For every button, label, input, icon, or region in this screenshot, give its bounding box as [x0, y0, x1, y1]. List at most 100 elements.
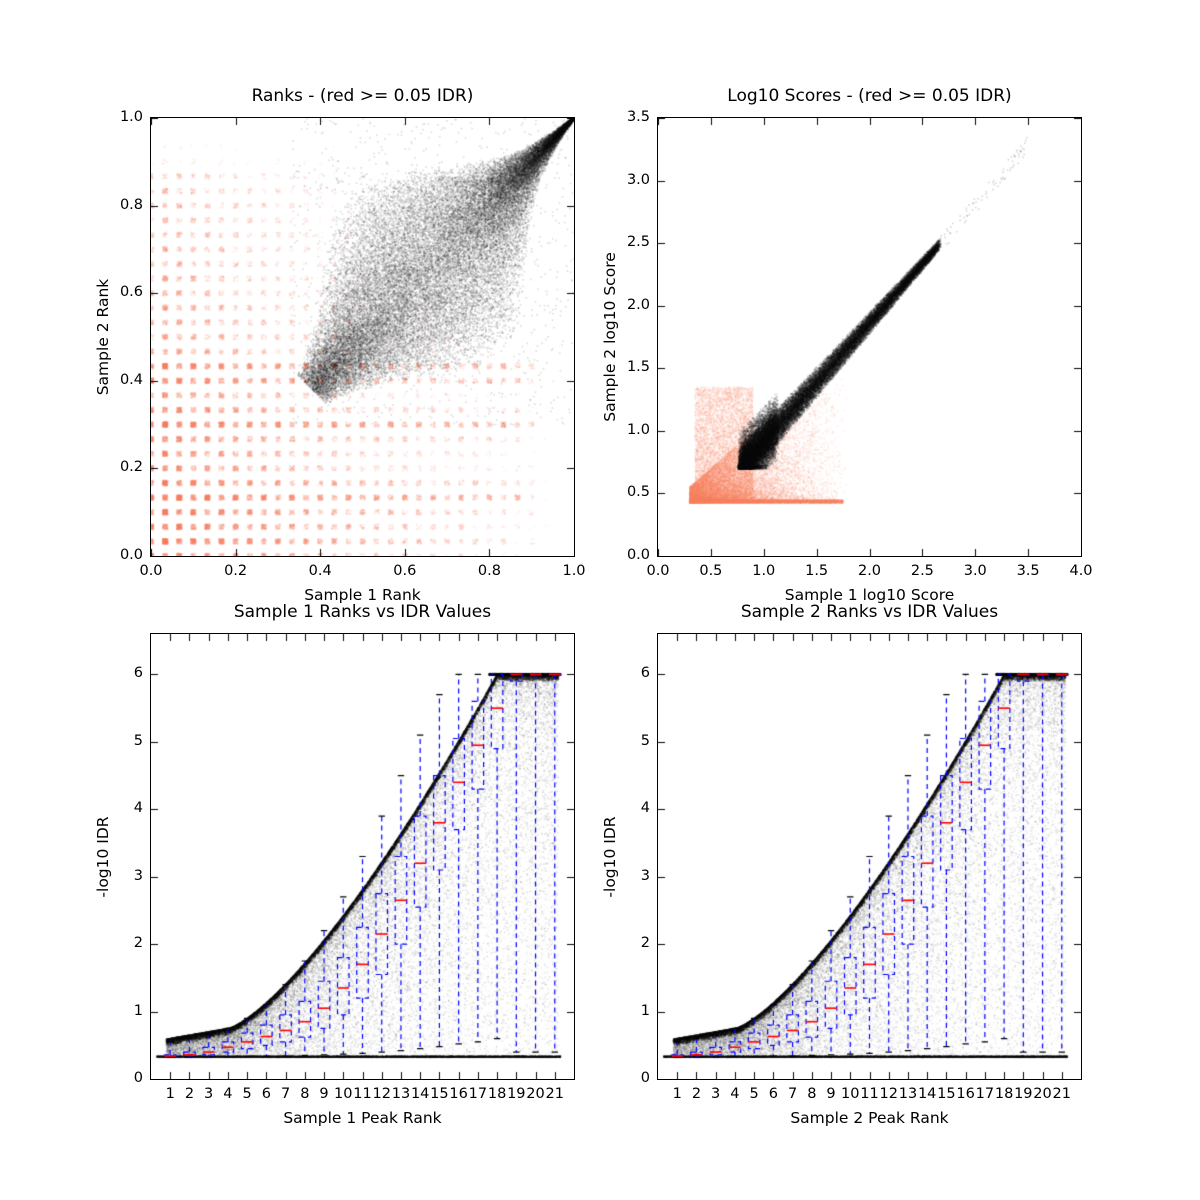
x-tick-label: 0.5 [699, 563, 723, 579]
x-tick-label: 12 [372, 1086, 391, 1102]
x-tick-label: 1 [165, 1086, 175, 1102]
x-tick-label: 0.4 [308, 563, 332, 579]
x-tick-label: 13 [391, 1086, 411, 1102]
x-tick-label: 16 [956, 1086, 975, 1102]
y-tick-label: 0.4 [119, 371, 143, 388]
x-tick-label: 2 [691, 1086, 702, 1102]
x-tick-label: 4.0 [1069, 563, 1093, 579]
plot-area-ranks: Ranks - (red >= 0.05 IDR) Sample 2 Rank … [94, 86, 586, 604]
y-tick-label: 0.5 [626, 484, 650, 501]
chart-title: Sample 2 Ranks vs IDR Values [740, 602, 999, 622]
x-tick-label: 9 [826, 1086, 836, 1102]
plot-area-sample2-idr: Sample 2 Ranks vs IDR Values -log10 IDR … [601, 602, 1082, 1127]
x-tick-label: 1.0 [562, 563, 586, 579]
x-axis-label: Sample 2 Peak Rank [790, 1109, 949, 1127]
scatter-canvas-sample2-idr [658, 634, 1081, 1079]
y-tick-label: 1.0 [626, 421, 650, 438]
y-tick-label: 3.0 [626, 171, 650, 188]
chart-title: Log10 Scores - (red >= 0.05 IDR) [727, 86, 1012, 106]
y-tick-label: 2 [640, 935, 650, 952]
scatter-canvas-ranks [151, 118, 574, 556]
x-tick-label: 19 [507, 1086, 526, 1102]
x-tick-label: 7 [787, 1086, 798, 1102]
x-tick-label: 11 [353, 1086, 372, 1102]
y-tick-label: 0 [133, 1070, 143, 1086]
x-tick-label: 20 [1033, 1086, 1052, 1102]
x-tick-label: 7 [280, 1086, 291, 1102]
x-tick-label: 1.0 [752, 563, 776, 579]
x-tick-label: 0.0 [139, 563, 163, 579]
x-tick-label: 17 [468, 1086, 488, 1102]
y-tick-label: 1 [133, 1002, 143, 1019]
y-tick-label: 0.0 [119, 547, 143, 563]
x-tick-label: 3.5 [1016, 563, 1040, 579]
y-tick-label: 0 [640, 1070, 650, 1086]
x-axis-label: Sample 1 log10 Score [784, 586, 955, 604]
plot-area-sample1-idr: Sample 1 Ranks vs IDR Values -log10 IDR … [94, 602, 575, 1127]
y-tick-label: 0.8 [119, 196, 143, 213]
y-tick-label: 0.2 [119, 459, 143, 476]
y-tick-label: 3 [640, 867, 650, 884]
y-tick-label: 4 [133, 800, 143, 817]
scatter-canvas-log10-scores [658, 118, 1081, 556]
x-tick-label: 2 [184, 1086, 195, 1102]
x-tick-label: 17 [975, 1086, 995, 1102]
x-tick-label: 15 [430, 1086, 449, 1102]
x-tick-label: 3.0 [963, 563, 987, 579]
y-tick-label: 3 [133, 867, 143, 884]
y-tick-label: 2.5 [626, 234, 650, 251]
y-tick-label: 2 [133, 935, 143, 952]
y-tick-label: 0.6 [119, 284, 143, 301]
x-tick-label: 14 [917, 1086, 937, 1102]
chart-title: Ranks - (red >= 0.05 IDR) [251, 86, 474, 106]
x-tick-label: 18 [994, 1086, 1014, 1102]
x-tick-label: 0.6 [393, 563, 417, 579]
x-tick-label: 15 [937, 1086, 956, 1102]
y-tick-label: 1 [640, 1002, 650, 1019]
x-tick-label: 5 [749, 1086, 759, 1102]
x-tick-label: 13 [898, 1086, 918, 1102]
x-tick-label: 9 [319, 1086, 329, 1102]
x-tick-label: 2.0 [857, 563, 882, 579]
x-tick-label: 19 [1014, 1086, 1033, 1102]
y-tick-label: 0.0 [626, 547, 650, 563]
x-tick-label: 16 [449, 1086, 468, 1102]
x-tick-label: 2.5 [910, 563, 934, 579]
y-tick-label: 6 [133, 665, 143, 682]
x-tick-label: 1.5 [805, 563, 829, 579]
y-tick-label: 6 [640, 665, 650, 682]
x-tick-label: 6 [261, 1086, 271, 1102]
x-tick-label: 18 [487, 1086, 507, 1102]
x-tick-label: 12 [879, 1086, 898, 1102]
y-tick-label: 1.5 [626, 359, 650, 376]
x-tick-label: 0.2 [224, 563, 248, 579]
x-tick-label: 21 [1052, 1086, 1071, 1102]
x-tick-label: 6 [768, 1086, 778, 1102]
x-axis-label: Sample 1 Rank [304, 586, 421, 604]
x-tick-label: 20 [526, 1086, 545, 1102]
y-tick-label: 5 [640, 732, 650, 749]
y-tick-label: 4 [640, 800, 650, 817]
x-tick-label: 0.0 [646, 563, 670, 579]
chart-title: Sample 1 Ranks vs IDR Values [233, 602, 492, 622]
x-tick-label: 14 [410, 1086, 430, 1102]
x-tick-label: 1 [672, 1086, 682, 1102]
plot-area-log10-scores: Log10 Scores - (red >= 0.05 IDR) Sample … [601, 86, 1093, 604]
x-tick-label: 8 [807, 1086, 817, 1102]
x-tick-label: 5 [242, 1086, 252, 1102]
x-tick-label: 4 [730, 1086, 740, 1102]
x-tick-label: 21 [545, 1086, 564, 1102]
y-tick-label: 1.0 [119, 109, 143, 125]
x-tick-label: 3 [204, 1086, 214, 1102]
x-tick-label: 10 [841, 1086, 860, 1102]
y-tick-label: 5 [133, 732, 143, 749]
y-tick-label: 2.0 [626, 296, 650, 313]
x-tick-label: 0.8 [477, 563, 501, 579]
x-tick-label: 11 [860, 1086, 879, 1102]
y-tick-label: 3.5 [626, 109, 650, 125]
x-tick-label: 8 [300, 1086, 310, 1102]
scatter-canvas-sample1-idr [151, 634, 574, 1079]
x-tick-label: 10 [334, 1086, 353, 1102]
x-axis-label: Sample 1 Peak Rank [283, 1109, 442, 1127]
x-tick-label: 4 [223, 1086, 233, 1102]
